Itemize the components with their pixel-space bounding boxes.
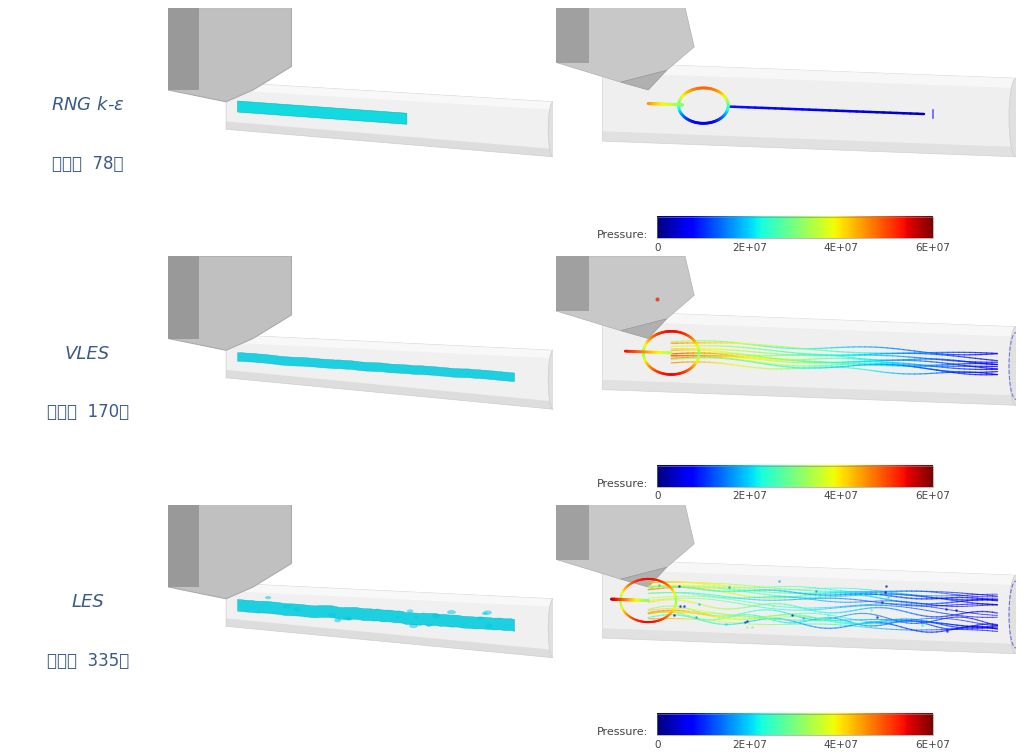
Polygon shape bbox=[602, 628, 1016, 653]
Polygon shape bbox=[602, 311, 1016, 337]
Polygon shape bbox=[556, 256, 588, 311]
Circle shape bbox=[433, 614, 441, 618]
Circle shape bbox=[265, 596, 272, 599]
Polygon shape bbox=[226, 82, 553, 156]
Polygon shape bbox=[226, 82, 553, 110]
Text: 4E+07: 4E+07 bbox=[824, 491, 859, 502]
Polygon shape bbox=[556, 8, 694, 82]
Text: RNG $k$-$\varepsilon$: RNG $k$-$\varepsilon$ bbox=[51, 96, 125, 114]
Polygon shape bbox=[621, 71, 667, 90]
Text: 2E+07: 2E+07 bbox=[732, 740, 767, 750]
Text: 6E+07: 6E+07 bbox=[916, 740, 951, 750]
Circle shape bbox=[485, 624, 493, 629]
Polygon shape bbox=[226, 370, 553, 409]
Circle shape bbox=[432, 613, 439, 617]
Polygon shape bbox=[238, 353, 515, 381]
Polygon shape bbox=[621, 319, 667, 338]
Polygon shape bbox=[168, 505, 291, 599]
Bar bbox=[658, 714, 933, 735]
Text: 2E+07: 2E+07 bbox=[732, 491, 767, 502]
Circle shape bbox=[477, 617, 484, 620]
Polygon shape bbox=[556, 505, 694, 579]
Circle shape bbox=[395, 616, 400, 618]
Polygon shape bbox=[602, 132, 1016, 156]
Polygon shape bbox=[168, 256, 291, 350]
Bar bbox=[658, 465, 933, 487]
Polygon shape bbox=[556, 505, 588, 559]
Ellipse shape bbox=[1009, 78, 1021, 156]
Polygon shape bbox=[226, 335, 553, 409]
Circle shape bbox=[343, 616, 351, 620]
Ellipse shape bbox=[548, 350, 557, 409]
Text: Pressure:: Pressure: bbox=[597, 231, 648, 241]
Polygon shape bbox=[226, 583, 553, 607]
Text: 0: 0 bbox=[654, 243, 661, 253]
Circle shape bbox=[283, 604, 292, 608]
Text: VLES: VLES bbox=[65, 344, 110, 362]
Text: 网格：  335万: 网格： 335万 bbox=[47, 651, 129, 669]
Text: LES: LES bbox=[71, 593, 104, 611]
Polygon shape bbox=[226, 335, 553, 358]
Circle shape bbox=[415, 616, 419, 618]
Text: 0: 0 bbox=[654, 491, 661, 502]
Text: 0: 0 bbox=[654, 740, 661, 750]
Circle shape bbox=[482, 612, 488, 615]
Polygon shape bbox=[226, 618, 553, 658]
Circle shape bbox=[293, 607, 301, 611]
Polygon shape bbox=[602, 311, 1016, 405]
Polygon shape bbox=[238, 599, 515, 631]
Bar bbox=[658, 217, 933, 238]
Text: Pressure:: Pressure: bbox=[597, 479, 648, 489]
Polygon shape bbox=[602, 380, 1016, 405]
Polygon shape bbox=[168, 8, 291, 102]
Polygon shape bbox=[226, 583, 553, 658]
Polygon shape bbox=[621, 567, 667, 587]
Polygon shape bbox=[602, 62, 1016, 88]
Text: 2E+07: 2E+07 bbox=[732, 243, 767, 253]
Circle shape bbox=[409, 623, 418, 628]
Text: 网格：  170万: 网格： 170万 bbox=[47, 403, 129, 421]
Text: 4E+07: 4E+07 bbox=[824, 243, 859, 253]
Polygon shape bbox=[602, 559, 1016, 585]
Polygon shape bbox=[168, 8, 199, 90]
Text: 4E+07: 4E+07 bbox=[824, 740, 859, 750]
Polygon shape bbox=[226, 121, 553, 156]
Polygon shape bbox=[556, 256, 694, 331]
Polygon shape bbox=[168, 505, 199, 587]
Text: 网格：  78万: 网格： 78万 bbox=[52, 154, 124, 172]
Circle shape bbox=[426, 624, 432, 627]
Ellipse shape bbox=[548, 599, 557, 658]
Polygon shape bbox=[556, 8, 588, 62]
Circle shape bbox=[483, 611, 492, 615]
Circle shape bbox=[429, 623, 433, 626]
Polygon shape bbox=[168, 256, 199, 338]
Circle shape bbox=[334, 619, 341, 622]
Circle shape bbox=[447, 610, 456, 614]
Polygon shape bbox=[602, 62, 1016, 156]
Ellipse shape bbox=[1009, 575, 1021, 653]
Circle shape bbox=[407, 609, 414, 613]
Circle shape bbox=[329, 613, 337, 617]
Ellipse shape bbox=[1009, 326, 1021, 405]
Circle shape bbox=[347, 618, 352, 620]
Polygon shape bbox=[602, 559, 1016, 653]
Text: 6E+07: 6E+07 bbox=[916, 491, 951, 502]
Polygon shape bbox=[238, 101, 406, 124]
Text: Pressure:: Pressure: bbox=[597, 727, 648, 738]
Ellipse shape bbox=[548, 102, 557, 156]
Text: 6E+07: 6E+07 bbox=[916, 243, 951, 253]
